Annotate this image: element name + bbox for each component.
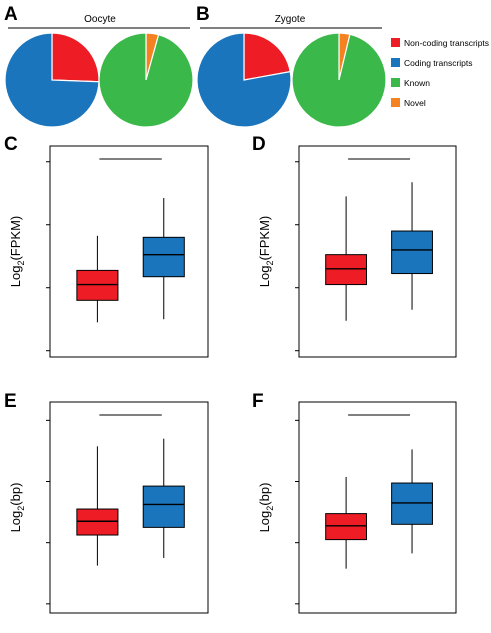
box-iqr <box>142 485 185 528</box>
y-axis-label-unit: (FPKM) <box>8 216 23 261</box>
legend: Non-coding transcripts Coding transcript… <box>391 38 489 108</box>
legend-label-novel: Novel <box>404 98 426 108</box>
box-iqr <box>391 230 433 275</box>
legend-label-known: Known <box>404 78 430 88</box>
pie-slice <box>243 32 291 81</box>
pie-chart-zygote-coding <box>196 32 292 128</box>
plot-frame <box>298 145 457 358</box>
y-axis-label: Log2(bp) <box>8 483 26 533</box>
pie-chart-oocyte-known <box>98 32 194 128</box>
legend-swatch-known <box>391 78 400 87</box>
pie-slice <box>4 32 100 128</box>
pie-slice <box>98 32 194 128</box>
y-axis-label: Log2(FPKM) <box>257 216 275 288</box>
boxplot-f: Log2(bp) <box>257 401 457 614</box>
plot-frame <box>49 401 209 614</box>
legend-swatch-coding <box>391 58 400 67</box>
y-axis-label-unit: (FPKM) <box>257 216 272 261</box>
box-iqr <box>142 236 185 278</box>
pie-chart-zygote-known <box>291 32 387 128</box>
boxplot-c: Log2(FPKM) <box>8 145 209 358</box>
panel-letter-e: E <box>4 391 17 412</box>
panel-b-title: Zygote <box>275 14 306 25</box>
y-axis-label-unit: (bp) <box>8 483 23 506</box>
y-axis-label-base: Log <box>257 511 272 533</box>
box-iqr <box>391 482 433 525</box>
box-iqr <box>76 269 119 301</box>
y-axis-label: Log2(bp) <box>257 483 275 533</box>
y-axis-label: Log2(FPKM) <box>8 216 26 288</box>
legend-label-coding: Coding transcripts <box>404 58 473 68</box>
panel-letter-d: D <box>252 134 266 155</box>
boxplot-d: Log2(FPKM) <box>257 145 457 358</box>
panel-letter-c: C <box>4 134 18 155</box>
pie-slice <box>291 32 387 128</box>
plot-frame <box>49 145 209 358</box>
y-axis-label-subscript: 2 <box>16 506 26 511</box>
box-iqr <box>76 508 119 536</box>
panel-letter-b: B <box>196 4 210 25</box>
y-axis-label-base: Log <box>8 511 23 533</box>
y-axis-label-base: Log <box>8 266 23 288</box>
y-axis-label-subscript: 2 <box>16 261 26 266</box>
legend-swatch-noncoding <box>391 38 400 47</box>
legend-swatch-novel <box>391 98 400 107</box>
pie-slice <box>51 32 100 83</box>
y-axis-label-subscript: 2 <box>265 261 275 266</box>
pie-slice <box>196 32 292 128</box>
y-axis-label-unit: (bp) <box>257 483 272 506</box>
y-axis-label-base: Log <box>257 266 272 288</box>
pie-chart-oocyte-coding <box>4 32 100 128</box>
panel-letter-f: F <box>252 391 264 412</box>
y-axis-label-subscript: 2 <box>265 506 275 511</box>
box-iqr <box>325 513 368 541</box>
boxplot-e: Log2(bp) <box>8 401 209 614</box>
panel-letter-a: A <box>4 4 18 25</box>
legend-label-noncoding: Non-coding transcripts <box>404 38 489 48</box>
box-iqr <box>325 254 368 286</box>
plot-frame <box>298 401 457 614</box>
panel-a-title: Oocyte <box>84 14 116 25</box>
